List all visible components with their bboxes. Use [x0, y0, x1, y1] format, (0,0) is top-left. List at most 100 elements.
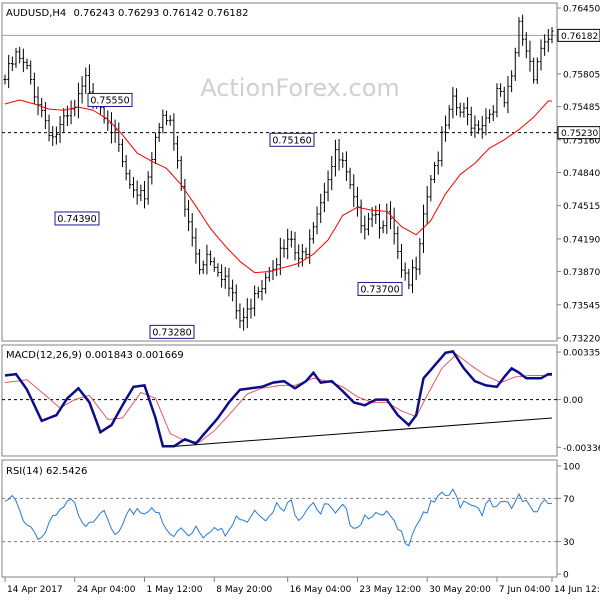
x-axis: 14 Apr 2017 24 Apr 04:00 1 May 12:00 8 May …	[4, 577, 600, 595]
ohlc-bar	[337, 139, 341, 171]
ohlc-bar	[422, 204, 426, 254]
ohlc-bar	[157, 122, 161, 142]
ohlc-bar	[146, 171, 150, 205]
ohlc-bar	[319, 193, 323, 224]
ohlc-bar	[469, 106, 473, 137]
price-plot: 0.76450 0.76182 0.75805 0.75485 0.75160 0.748…	[2, 5, 600, 345]
ohlc-bar	[462, 102, 466, 118]
macd-plot: 0.003353 0.00 -0.003369	[2, 349, 600, 454]
rsi-tick-label: 30	[563, 538, 575, 548]
price-annotation-box	[149, 324, 195, 339]
ohlc-bar	[451, 87, 455, 119]
price-tick-label: 0.73220	[563, 335, 600, 345]
ohlc-bar	[245, 298, 249, 329]
price-annotation-box	[87, 92, 133, 107]
ohlc-bar	[238, 303, 242, 329]
ohlc-bar	[198, 248, 202, 275]
x-tick-label: 23 May 12:00	[359, 585, 421, 595]
macd-tick-label: -0.003369	[563, 444, 600, 454]
ohlc-bar	[543, 34, 547, 56]
ohlc-bar	[495, 83, 499, 118]
ohlc-bar	[480, 115, 484, 139]
ohlc-bar	[154, 132, 158, 165]
macd-tick-label: 0.00	[563, 396, 583, 406]
rsi-panel-frame	[1, 459, 558, 578]
ohlc-bar	[473, 115, 477, 138]
ohlc-bar	[381, 220, 385, 234]
ohlc-bar	[172, 113, 176, 151]
ohlc-bar	[528, 40, 532, 72]
ohlc-bar	[190, 213, 194, 247]
watermark: ActionForex.com	[200, 74, 400, 102]
ohlc-bar	[128, 169, 132, 189]
ohlc-values: 0.76243 0.76293 0.76142 0.76182	[73, 8, 248, 19]
price-annotation-box	[357, 281, 403, 296]
ohlc-bar	[139, 184, 143, 202]
ohlc-bar	[436, 151, 440, 175]
symbol-label: AUDUSD,H4	[6, 8, 66, 19]
ohlc-bar	[315, 206, 319, 235]
ohlc-bar	[58, 115, 62, 143]
ohlc-bar	[231, 279, 235, 302]
ohlc-bar	[143, 181, 147, 209]
ohlc-bar	[517, 17, 521, 57]
ohlc-bar	[304, 247, 308, 259]
price-header: AUDUSD,H4 0.76243 0.76293 0.76142 0.7618…	[6, 8, 248, 19]
ohlc-bar	[14, 48, 18, 68]
ohlc-bar	[488, 109, 492, 124]
ohlc-bar	[524, 31, 528, 59]
ohlc-bar	[458, 102, 462, 118]
ohlc-bar	[117, 122, 121, 152]
rsi-plot: 100 70 30 0	[2, 463, 580, 581]
ohlc-bar	[51, 126, 55, 147]
ohlc-bar	[403, 262, 407, 281]
ohlc-bar	[466, 97, 470, 126]
ohlc-bar	[212, 257, 216, 272]
ohlc-bar	[308, 229, 312, 265]
ohlc-bar	[510, 70, 514, 93]
macd-signal-line	[4, 353, 552, 443]
ohlc-bar	[363, 215, 367, 240]
ohlc-bar	[10, 56, 14, 72]
ohlc-bar	[223, 266, 227, 289]
ohlc-bar	[352, 174, 356, 208]
ohlc-bar	[201, 260, 205, 274]
ohlc-bar	[84, 67, 88, 94]
ohlc-bar	[32, 72, 36, 104]
ohlc-bar	[43, 102, 47, 130]
ohlc-bar	[506, 75, 510, 114]
price-annotation-box	[54, 211, 100, 226]
ohlc-bar	[484, 108, 488, 136]
ohlc-bar	[407, 268, 411, 290]
ohlc-bar	[425, 186, 429, 225]
ohlc-bar	[359, 199, 363, 234]
moving-average-line	[4, 99, 552, 274]
ohlc-bar	[253, 285, 257, 317]
ohlc-bar	[18, 46, 22, 64]
price-annotation-label: 0.73700	[360, 284, 399, 295]
ohlc-bar	[366, 212, 370, 236]
ohlc-bar	[286, 228, 290, 260]
ohlc-bar	[40, 97, 44, 118]
ohlc-bar	[165, 110, 169, 126]
ohlc-bar	[161, 109, 165, 134]
price-tick-label: 0.75805	[563, 70, 600, 80]
ohlc-bar	[216, 263, 220, 277]
ohlc-bar	[344, 151, 348, 181]
price-tick-label: 0.74515	[563, 202, 600, 212]
price-tick-label: 0.74190	[563, 235, 600, 245]
macd-panel-frame	[1, 344, 558, 457]
ohlc-bar	[491, 105, 495, 122]
macd-line	[4, 350, 552, 448]
ohlc-bar	[62, 107, 66, 133]
ohlc-bar	[300, 244, 304, 267]
current-price-box	[557, 28, 600, 42]
ohlc-bar	[54, 126, 58, 145]
ohlc-bar	[76, 82, 80, 119]
ohlc-bar	[293, 231, 297, 261]
ohlc-bar	[447, 105, 451, 130]
ohlc-bar	[418, 238, 422, 275]
ohlc-bar	[333, 139, 337, 177]
ohlc-bar	[124, 155, 128, 181]
ohlc-bar	[455, 88, 459, 116]
